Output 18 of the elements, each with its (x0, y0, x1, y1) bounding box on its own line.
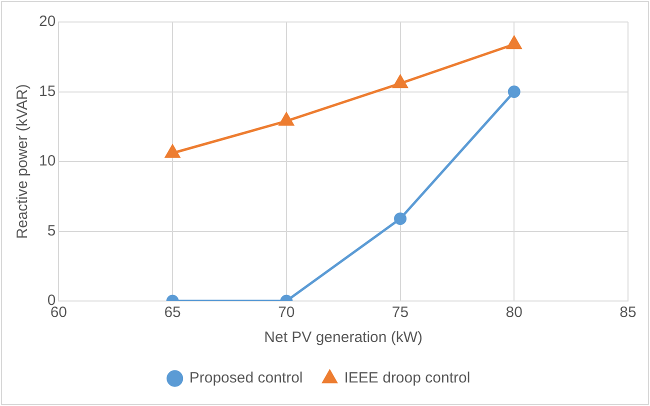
point (506, 36, 522, 50)
x-tick-label: 60 (50, 304, 68, 322)
y-tick-label: 10 (38, 152, 56, 170)
point (279, 112, 294, 126)
x-tick-label: 65 (164, 304, 181, 322)
x-tick-label: 75 (392, 304, 409, 322)
x-tick-label: 80 (506, 304, 522, 322)
legend-label: Proposed control (189, 370, 303, 387)
y-axis-title: Reactive power (kVAR) (14, 84, 32, 239)
y-tick-label: 20 (38, 13, 56, 30)
point (392, 75, 408, 88)
x-tick-label: 85 (620, 304, 636, 322)
point (165, 144, 180, 158)
y-tick-label: 5 (47, 222, 56, 240)
x-tick-label: 70 (278, 304, 295, 322)
x-axis-title: Net PV generation (kW) (264, 329, 423, 346)
legend-label: IEEE droop control (344, 370, 470, 387)
y-tick-label: 15 (38, 82, 56, 100)
